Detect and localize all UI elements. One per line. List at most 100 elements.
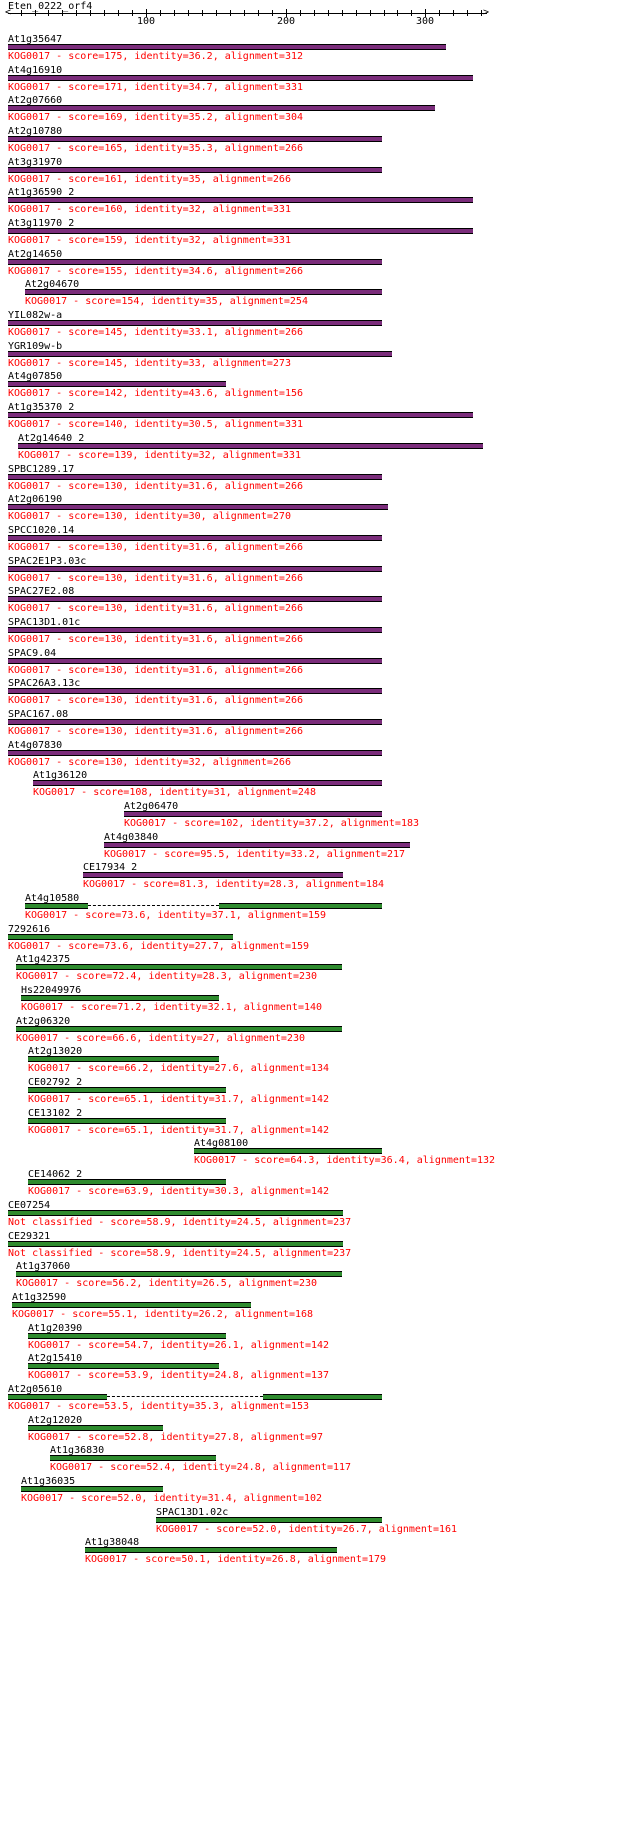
hit-name: SPAC26A3.13c	[8, 678, 81, 689]
axis-tick	[481, 10, 482, 16]
axis-arrow-left-icon: <	[5, 7, 12, 18]
hit-annotation: KOG0017 - score=63.9, identity=30.3, ali…	[28, 1186, 330, 1197]
hit-name: CE13102_2	[28, 1108, 83, 1119]
hit-annotation: KOG0017 - score=130, identity=32, alignm…	[8, 757, 291, 768]
hit-name: At2g04670	[25, 279, 80, 290]
hit-bar	[8, 228, 473, 234]
axis-tick	[104, 10, 105, 16]
hit-bar	[18, 443, 483, 449]
hit-name: SPCC1020.14	[8, 525, 75, 536]
hit-annotation: KOG0017 - score=50.1, identity=26.8, ali…	[85, 1554, 387, 1565]
hit-annotation: KOG0017 - score=160, identity=32, alignm…	[8, 204, 291, 215]
hit-name: SPAC167.08	[8, 709, 69, 720]
axis-tick	[90, 10, 91, 16]
hit-bar	[8, 44, 446, 50]
hit-bar	[8, 351, 392, 357]
axis-tick	[453, 10, 454, 16]
hit-name: At4g03840	[104, 832, 159, 843]
hit-name: CE07254	[8, 1200, 51, 1211]
axis-tick	[118, 10, 119, 16]
hit-name: SPAC13D1.01c	[8, 617, 81, 628]
hit-bar	[8, 105, 435, 111]
hit-bar	[8, 1210, 343, 1216]
hit-annotation: KOG0017 - score=130, identity=31.6, alig…	[8, 603, 304, 614]
hit-bar	[83, 872, 343, 878]
hit-annotation: KOG0017 - score=130, identity=31.6, alig…	[8, 665, 304, 676]
axis-tick	[76, 10, 77, 16]
hit-bar	[8, 596, 382, 602]
hit-annotation: KOG0017 - score=55.1, identity=26.2, ali…	[12, 1309, 314, 1320]
hit-bar	[8, 474, 382, 480]
axis-tick	[174, 10, 175, 16]
hit-annotation: KOG0017 - score=139, identity=32, alignm…	[18, 450, 301, 461]
hit-gap-line	[88, 905, 219, 906]
hit-name: At1g38048	[85, 1537, 140, 1548]
hit-bar	[16, 964, 342, 970]
hit-name: 7292616	[8, 924, 51, 935]
axis-tick	[370, 10, 371, 16]
hit-annotation: KOG0017 - score=154, identity=35, alignm…	[25, 296, 308, 307]
hit-bar	[8, 688, 382, 694]
hit-bar	[8, 658, 382, 664]
axis-tick	[21, 10, 22, 16]
hit-annotation: KOG0017 - score=52.4, identity=24.8, ali…	[50, 1462, 352, 1473]
hit-bar	[8, 75, 473, 81]
hit-name: At2g05610	[8, 1384, 63, 1395]
hit-annotation: KOG0017 - score=155, identity=34.6, alig…	[8, 266, 304, 277]
axis-tick-label: 300	[416, 16, 435, 27]
hit-annotation: KOG0017 - score=169, identity=35.2, alig…	[8, 112, 304, 123]
axis-tick	[48, 10, 49, 16]
hit-bar	[50, 1455, 216, 1461]
hit-annotation: KOG0017 - score=140, identity=30.5, alig…	[8, 419, 304, 430]
hit-bar	[28, 1179, 226, 1185]
axis-tick	[467, 10, 468, 16]
hit-bar	[8, 320, 382, 326]
axis-tick	[188, 10, 189, 16]
hit-name: At4g10580	[25, 893, 80, 904]
hit-bar	[21, 1486, 163, 1492]
hit-bar	[85, 1547, 337, 1553]
hit-annotation: KOG0017 - score=161, identity=35, alignm…	[8, 174, 291, 185]
hit-bar	[8, 750, 382, 756]
hit-name: SPAC9.04	[8, 648, 57, 659]
hit-name: Hs22049976	[21, 985, 82, 996]
axis-tick	[160, 10, 161, 16]
hit-name: SPAC27E2.08	[8, 586, 75, 597]
axis-tick	[35, 10, 36, 16]
hit-name: At1g36830	[50, 1445, 105, 1456]
hit-bar	[8, 1241, 343, 1247]
hit-annotation: KOG0017 - score=52.0, identity=31.4, ali…	[21, 1493, 323, 1504]
axis-tick	[272, 10, 273, 16]
hit-bar	[28, 1363, 219, 1369]
axis-tick	[286, 9, 287, 17]
hit-annotation: KOG0017 - score=66.6, identity=27, align…	[16, 1033, 305, 1044]
hit-bar	[25, 903, 88, 909]
axis-tick	[216, 10, 217, 16]
hit-bar	[8, 1394, 107, 1400]
hit-annotation: KOG0017 - score=102, identity=37.2, alig…	[124, 818, 420, 829]
hit-annotation: KOG0017 - score=53.9, identity=24.8, ali…	[28, 1370, 330, 1381]
hit-bar	[8, 136, 382, 142]
query-name: Eten_0222_orf4	[8, 1, 93, 12]
hit-annotation: KOG0017 - score=66.2, identity=27.6, ali…	[28, 1063, 330, 1074]
hit-bar	[8, 566, 382, 572]
hit-annotation: KOG0017 - score=130, identity=31.6, alig…	[8, 726, 304, 737]
axis-tick	[425, 9, 426, 17]
axis-tick-label: 200	[277, 16, 296, 27]
axis-tick	[230, 10, 231, 16]
hit-name: At1g35647	[8, 34, 63, 45]
hit-name: At4g16910	[8, 65, 63, 76]
hit-name: At3g11970_2	[8, 218, 75, 229]
hit-annotation: KOG0017 - score=159, identity=32, alignm…	[8, 235, 291, 246]
hit-name: At1g32590	[12, 1292, 67, 1303]
hit-bar	[124, 811, 382, 817]
hit-annotation: KOG0017 - score=73.6, identity=27.7, ali…	[8, 941, 310, 952]
hit-bar	[8, 934, 233, 940]
hit-name: CE14062_2	[28, 1169, 83, 1180]
hit-bar	[219, 903, 382, 909]
hit-bar	[8, 719, 382, 725]
hit-annotation: KOG0017 - score=71.2, identity=32.1, ali…	[21, 1002, 323, 1013]
hit-name: At3g31970	[8, 157, 63, 168]
hit-annotation: KOG0017 - score=130, identity=31.6, alig…	[8, 634, 304, 645]
